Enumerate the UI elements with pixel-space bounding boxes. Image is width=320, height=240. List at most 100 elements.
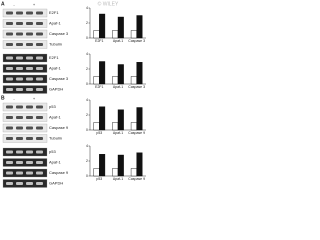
blot-band (6, 105, 13, 109)
panel-label: B (1, 95, 5, 101)
blot-band (6, 116, 13, 119)
blot-band (16, 137, 23, 140)
blot-label: Apaf-1 (49, 21, 62, 26)
bar (99, 106, 106, 131)
blot-band (36, 126, 43, 130)
x-tick-label: Apaf-1 (113, 39, 123, 43)
blot-strip (2, 53, 48, 63)
bar (117, 154, 124, 177)
bar (93, 168, 100, 177)
bar (93, 76, 100, 85)
bar (117, 109, 124, 131)
blot-band (36, 116, 43, 119)
bar (136, 62, 143, 85)
blot-band (26, 150, 33, 154)
blot-strip (2, 179, 48, 188)
blot-label: Apaf-1 (49, 66, 62, 71)
blot-band (26, 22, 33, 25)
bar (99, 61, 106, 85)
blot-strip (2, 123, 48, 133)
bar (112, 168, 119, 177)
blot-band (26, 105, 33, 109)
x-tick-label: Apaf-1 (113, 131, 123, 135)
blot-strip (2, 168, 48, 178)
x-tick-label: Caspase 3 (128, 85, 145, 89)
x-tick-label: p53 (96, 177, 102, 181)
blot-band (6, 171, 13, 175)
blot-band (6, 150, 13, 154)
blot-band (6, 32, 13, 36)
blot-band (16, 182, 23, 185)
blot-label: GAPDH (49, 87, 63, 92)
bar (99, 154, 106, 177)
blot-strip (2, 74, 48, 84)
blot-band (26, 161, 33, 164)
blot-strip (2, 113, 48, 122)
blot-band (36, 182, 43, 185)
blot-band (36, 67, 43, 70)
blot-band (36, 77, 43, 81)
bar (130, 168, 137, 177)
blot-band (36, 105, 43, 109)
blot-band (26, 11, 33, 15)
blot-strip (2, 134, 48, 143)
blot-strip (2, 29, 48, 39)
x-tick-label: E2F1 (95, 39, 103, 43)
blot-band (6, 43, 13, 46)
blot-band (6, 137, 13, 140)
blot-band (16, 161, 23, 164)
x-tick-label: Caspase 9 (128, 131, 145, 135)
blot-label: E2F1 (49, 10, 59, 15)
figure: © WILEY A - + E2F1 Apaf-1 Caspase 3 Tubulin E2F… (1, 0, 146, 188)
bar (117, 64, 124, 85)
blot-band (36, 56, 43, 60)
blot-band (16, 150, 23, 154)
y-tick-label: 4 (86, 6, 88, 10)
blot-band (26, 171, 33, 175)
blot-band (6, 56, 13, 60)
blot-band (16, 88, 23, 91)
y-tick-label: 0 (86, 36, 88, 40)
blot-label: E2F1 (49, 55, 59, 60)
y-tick-label: 4 (86, 144, 88, 148)
lane-label: - (13, 2, 15, 7)
blot-strip (2, 19, 48, 28)
blot-band (26, 88, 33, 91)
y-tick-label: 2 (86, 159, 88, 163)
bar (112, 30, 119, 39)
blot-band (6, 161, 13, 164)
blot-band (16, 105, 23, 109)
blot-label: Caspase 9 (49, 170, 69, 175)
blot-band (16, 22, 23, 25)
x-tick-label: Apaf-1 (113, 85, 123, 89)
blot-band (36, 137, 43, 140)
blot-band (26, 32, 33, 36)
watermark: © WILEY (98, 0, 119, 7)
bar (136, 15, 143, 39)
blot-strip (2, 64, 48, 73)
blot-strip (2, 85, 48, 94)
blot-band (16, 67, 23, 70)
bar (130, 122, 137, 131)
blot-strip (2, 158, 48, 167)
blot-band (36, 32, 43, 36)
blot-band (6, 88, 13, 91)
blot-band (36, 150, 43, 154)
blot-band (36, 22, 43, 25)
blot-label: Caspase 3 (49, 76, 69, 81)
blot-label: Tubulin (49, 136, 62, 141)
blot-band (26, 126, 33, 130)
panel-label: A (1, 1, 5, 7)
bar (93, 122, 100, 131)
blot-band (6, 182, 13, 185)
bar (112, 76, 119, 85)
blot-band (26, 43, 33, 46)
y-tick-label: 2 (86, 67, 88, 71)
blot-band (6, 126, 13, 130)
blot-label: p53 (49, 104, 56, 109)
bar (136, 107, 143, 131)
blot-strip (2, 147, 48, 157)
blot-label: Caspase 9 (49, 125, 69, 130)
lane-label: - (13, 96, 15, 101)
blot-band (36, 11, 43, 15)
